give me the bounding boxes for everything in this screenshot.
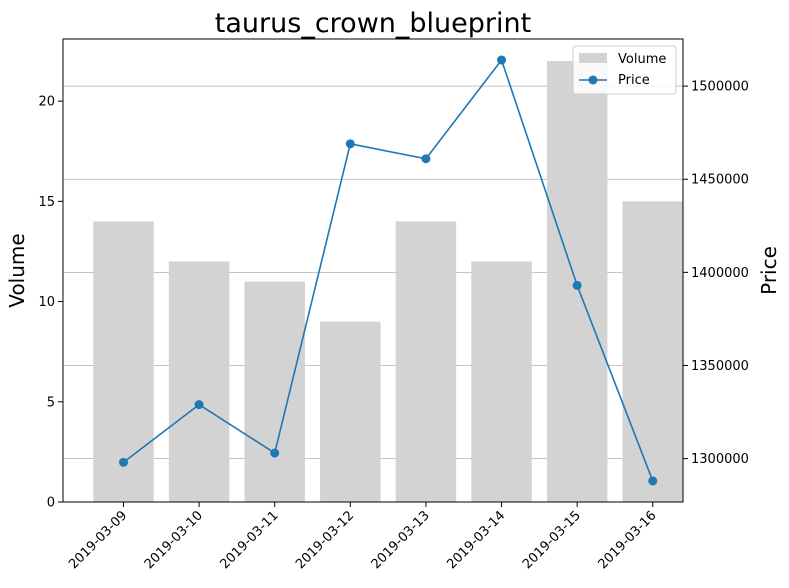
volume-bar [93, 221, 154, 503]
legend-label-price: Price [618, 73, 650, 88]
x-tick-label: 2019-03-12 [293, 508, 357, 572]
bars-layer [93, 61, 683, 503]
x-tick-label: 2019-03-15 [520, 508, 584, 572]
x-tick-label: 2019-03-14 [444, 508, 508, 572]
left-axis: 0 5 10 15 20 [38, 95, 63, 511]
volume-bar [395, 221, 457, 503]
y-right-tick-label: 1300000 [691, 452, 749, 467]
y-right-tick-label: 1400000 [691, 266, 749, 281]
points-layer [118, 55, 658, 486]
price-point [421, 154, 431, 164]
y-left-axis-title: Volume [5, 233, 29, 307]
y-right-tick-label: 1500000 [691, 80, 749, 95]
y-right-tick-label: 1350000 [691, 359, 749, 374]
legend-swatch-volume [579, 53, 607, 63]
x-tick-label: 2019-03-11 [217, 508, 281, 572]
y-left-tick-label: 20 [38, 95, 55, 110]
volume-bar [622, 201, 683, 502]
x-tick-label: 2019-03-10 [142, 508, 206, 572]
price-point [118, 457, 128, 467]
line-layer [123, 58, 654, 482]
x-axis: 2019-03-09 2019-03-10 2019-03-11 2019-03-12… [66, 502, 660, 572]
x-tick-label: 2019-03-16 [596, 508, 660, 572]
y-left-tick-label: 15 [38, 195, 55, 210]
price-point [194, 400, 204, 410]
chart-title: taurus_crown_blueprint [215, 8, 531, 39]
legend: Volume Price [572, 45, 677, 95]
volume-bar [168, 261, 230, 502]
y-right-axis-title: Price [757, 246, 781, 295]
x-tick-label: 2019-03-09 [66, 508, 130, 572]
price-point [648, 476, 658, 486]
legend-marker-price [588, 75, 598, 85]
y-right-tick-label: 1450000 [691, 173, 749, 188]
volume-bar [320, 321, 381, 502]
price-point [270, 448, 280, 458]
y-left-tick-label: 10 [38, 295, 55, 310]
volume-bar [244, 281, 305, 502]
price-point [572, 280, 582, 290]
y-left-tick-label: 0 [47, 496, 55, 511]
legend-label-volume: Volume [618, 52, 666, 67]
x-tick-label: 2019-03-13 [369, 508, 433, 572]
price-line [123, 58, 654, 482]
y-left-tick-label: 5 [47, 395, 55, 410]
price-point [497, 55, 507, 65]
volume-bar [471, 261, 532, 502]
price-point [345, 139, 355, 149]
plot-frame [62, 38, 684, 503]
right-axis: 1300000 1350000 1400000 1450000 1500000 [683, 80, 749, 467]
